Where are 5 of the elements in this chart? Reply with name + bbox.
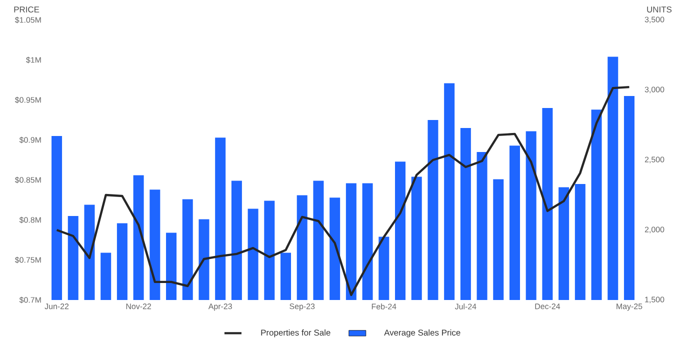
legend-label: Average Sales Price (384, 329, 460, 338)
legend-label: Properties for Sale (261, 329, 330, 338)
y-axis-title: PRICE (14, 6, 40, 12)
y2-axis-title: UNITS (647, 6, 672, 12)
line-series (56, 86, 630, 296)
